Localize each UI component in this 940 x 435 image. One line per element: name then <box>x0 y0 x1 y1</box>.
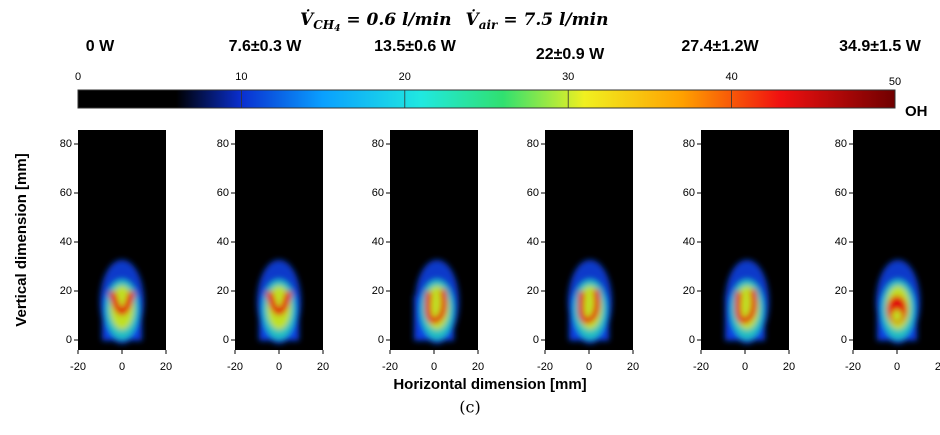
y-tick-label: 20 <box>835 285 847 297</box>
panel-label: 13.5±0.6 W <box>374 38 457 55</box>
title-part: V̇ <box>300 9 315 29</box>
y-axis-label: Vertical dimension [mm] <box>13 153 30 326</box>
y-tick-label: 0 <box>223 334 229 346</box>
y-tick-label: 20 <box>527 285 539 297</box>
flame <box>100 259 144 344</box>
x-tick-label: 20 <box>317 361 329 373</box>
x-tick-label: 20 <box>160 361 172 373</box>
y-tick-label: 40 <box>372 236 384 248</box>
panel-label: 27.4±1.2W <box>681 38 759 55</box>
x-tick-label: -20 <box>382 361 398 373</box>
x-tick-label: -20 <box>70 361 86 373</box>
flame <box>725 259 769 344</box>
y-tick-label: 60 <box>217 187 229 199</box>
y-tick-label: 60 <box>527 187 539 199</box>
colorbar-tick-label: 0 <box>75 71 81 83</box>
y-tick-label: 20 <box>217 285 229 297</box>
title-part: V̇ <box>466 9 481 29</box>
y-tick-label: 20 <box>683 285 695 297</box>
colorbar-tick-label: 30 <box>562 71 574 83</box>
y-tick-label: 40 <box>217 236 229 248</box>
y-tick-label: 60 <box>372 187 384 199</box>
title-part: = 7.5 l/min <box>503 10 608 30</box>
y-tick-label: 0 <box>689 334 695 346</box>
x-tick-label: -20 <box>693 361 709 373</box>
x-tick-label: 0 <box>119 361 125 373</box>
flame <box>568 259 612 344</box>
y-tick-label: 80 <box>683 138 695 150</box>
x-tick-label: 20 <box>935 361 940 373</box>
y-tick-label: 40 <box>835 236 847 248</box>
x-tick-label: 0 <box>894 361 900 373</box>
y-tick-label: 80 <box>527 138 539 150</box>
flame <box>414 259 459 344</box>
caption: (c) <box>459 398 480 417</box>
colorbar-tick-label: 10 <box>235 71 247 83</box>
y-tick-label: 60 <box>835 187 847 199</box>
colorbar <box>77 89 896 109</box>
title-part: = 0.6 l/min <box>346 10 451 30</box>
panel-label: 7.6±0.3 W <box>229 38 303 55</box>
y-tick-label: 40 <box>60 236 72 248</box>
x-tick-label: 0 <box>586 361 592 373</box>
x-tick-label: -20 <box>845 361 861 373</box>
flame-part <box>892 309 902 322</box>
y-tick-label: 60 <box>60 187 72 199</box>
x-tick-label: 0 <box>431 361 437 373</box>
flame-part <box>108 290 136 316</box>
y-tick-label: 0 <box>841 334 847 346</box>
colorbar-label: OH <box>905 103 928 120</box>
panel-label: 22±0.9 W <box>536 46 605 63</box>
y-tick-label: 40 <box>527 236 539 248</box>
flame-part <box>265 290 293 316</box>
x-tick-label: 20 <box>783 361 795 373</box>
x-tick-label: 20 <box>627 361 639 373</box>
colorbar-tick-label: 50 <box>889 76 901 88</box>
y-tick-label: 20 <box>372 285 384 297</box>
panel-label: 34.9±1.5 W <box>839 38 922 55</box>
y-tick-label: 0 <box>378 334 384 346</box>
flame <box>257 259 301 344</box>
flame-part <box>735 289 758 324</box>
y-tick-label: 20 <box>60 285 72 297</box>
y-tick-label: 80 <box>835 138 847 150</box>
colorbar-tick-label: 40 <box>725 71 737 83</box>
y-tick-label: 80 <box>217 138 229 150</box>
title: V̇CH4 = 0.6 l/min V̇air = 7.5 l/min <box>300 9 609 33</box>
x-tick-label: -20 <box>537 361 553 373</box>
flame-part <box>578 289 601 324</box>
title-part: 4 <box>334 24 340 34</box>
x-tick-label: 0 <box>276 361 282 373</box>
colorbar-tick-label: 20 <box>399 71 411 83</box>
y-tick-label: 0 <box>66 334 72 346</box>
x-tick-label: 0 <box>742 361 748 373</box>
y-tick-label: 80 <box>372 138 384 150</box>
title-part: CH <box>313 18 335 32</box>
y-tick-label: 80 <box>60 138 72 150</box>
panel-label: 0 W <box>86 38 115 55</box>
title-part: air <box>479 18 499 32</box>
x-tick-label: -20 <box>227 361 243 373</box>
flame-part <box>425 289 448 324</box>
flame <box>876 259 920 344</box>
y-tick-label: 60 <box>683 187 695 199</box>
x-axis-label: Horizontal dimension [mm] <box>393 376 586 393</box>
x-tick-label: 20 <box>472 361 484 373</box>
y-tick-label: 40 <box>683 236 695 248</box>
y-tick-label: 0 <box>533 334 539 346</box>
